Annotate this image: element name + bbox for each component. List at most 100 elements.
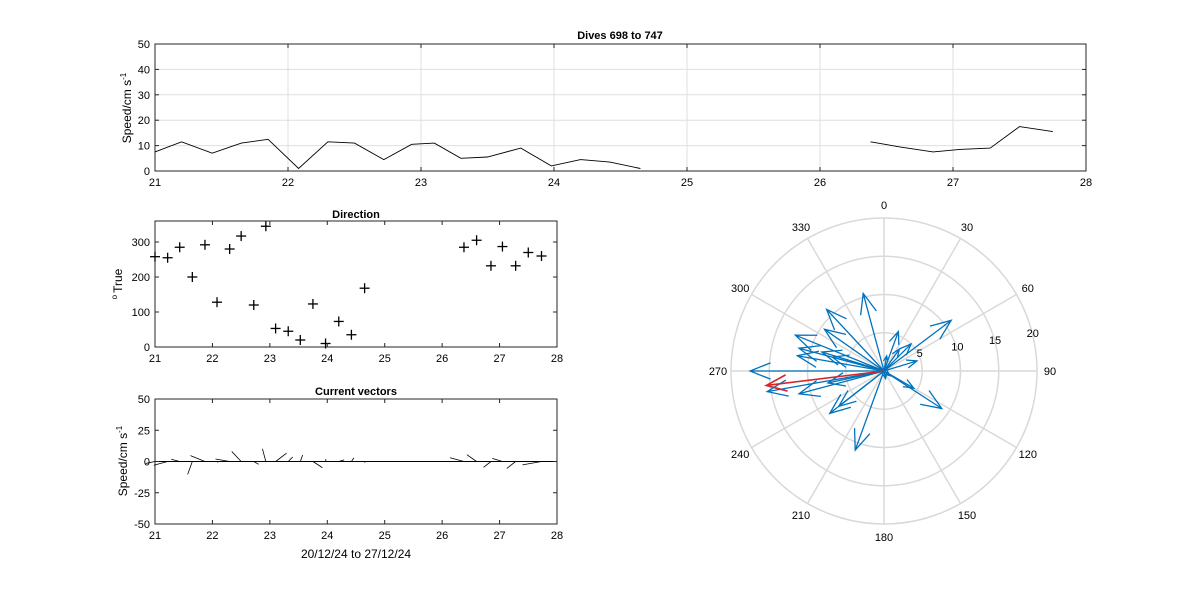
polar-ticks: 0 30 60 90 120 150 180 210 240 270 300 330 5 10 15 20 [709, 200, 1056, 544]
speed-ticks: 21 22 23 24 25 26 27 28 0 10 20 30 40 50 [138, 39, 1092, 189]
direction-point [187, 272, 198, 282]
polar-spoke [806, 370, 885, 504]
polar-arrow [828, 370, 885, 415]
polar-arrow [883, 329, 900, 372]
polar-arrow [883, 370, 944, 410]
polar-angle-label: 60 [1022, 283, 1034, 295]
vector-sticks [145, 448, 557, 475]
direction-point [346, 329, 357, 340]
y-tick-label: 25 [138, 425, 150, 437]
direction-point [471, 235, 482, 246]
polar-angle-label: 150 [958, 510, 976, 522]
direction-point [497, 241, 508, 252]
vector-stick [466, 454, 477, 462]
arrow-shaft [883, 343, 912, 372]
x-tick-label: 28 [1080, 177, 1092, 189]
speed-grid [154, 43, 1087, 172]
polar-arrow [797, 370, 885, 398]
arrow-shaft [883, 355, 888, 372]
polar-arrow [825, 308, 885, 372]
polar-angle-label: 90 [1044, 366, 1056, 378]
polar-arrow [883, 347, 901, 372]
arrow-head [825, 308, 847, 331]
direction-point [359, 283, 370, 294]
x-tick-label: 25 [379, 530, 391, 542]
polar-angle-label: 0 [881, 200, 887, 212]
vectors-chart-title: Current vectors [315, 386, 397, 398]
speed-line [154, 138, 641, 170]
polar-angle-label: 210 [792, 510, 810, 522]
arrow-shaft [798, 370, 885, 395]
vector-stick [275, 452, 287, 462]
arrow-shaft [821, 351, 885, 372]
vector-stick [216, 461, 219, 463]
polar-angle-label: 30 [961, 222, 973, 234]
polar-arrow [748, 362, 884, 380]
y-tick-label: 10 [138, 141, 150, 153]
y-tick-label: 0 [144, 457, 150, 469]
y-tick-label: 0 [144, 342, 150, 354]
arrow-shaft [883, 360, 918, 372]
direction-point [224, 244, 235, 254]
direction-point [248, 300, 259, 310]
vector-stick [449, 457, 465, 462]
vector-stick [171, 458, 180, 462]
arrow-head [888, 329, 900, 345]
direction-ticks: 21 22 23 24 25 26 27 28 0 100 200 300 [132, 221, 563, 365]
polar-angle-label: 240 [731, 449, 749, 461]
speed-timeseries-panel: 21 22 23 24 25 26 27 28 0 10 20 30 40 50 Dives 698 to… [119, 30, 1092, 189]
x-tick-label: 23 [264, 353, 276, 365]
polar-angle-label: 120 [1019, 449, 1037, 461]
arrow-head [881, 372, 888, 381]
direction-point [295, 335, 306, 345]
x-tick-label: 26 [814, 177, 826, 189]
direction-point [174, 242, 185, 253]
arrow-head [859, 291, 877, 316]
y-tick-label: 200 [132, 272, 150, 284]
arrow-head [764, 374, 788, 392]
arrow-head [797, 344, 821, 362]
polar-angle-label: 330 [792, 222, 810, 234]
polar-arrow [859, 291, 885, 372]
x-tick-label: 26 [436, 353, 448, 365]
polar-compass-panel: 0 30 60 90 120 150 180 210 240 270 300 330 5 10 15 20 [709, 200, 1056, 544]
polar-arrow [793, 334, 885, 372]
vector-stick [506, 461, 516, 469]
x-tick-label: 21 [149, 177, 161, 189]
arrow-head [793, 334, 818, 351]
direction-point [270, 323, 281, 334]
arrow-shaft [862, 293, 885, 372]
arrow-head [891, 347, 901, 358]
direction-point [260, 221, 271, 232]
vectors-y-axis-label: Speed/cm s-1 [115, 425, 130, 496]
vector-stick [299, 454, 304, 462]
arrow-shaft [824, 328, 885, 372]
arrow-head [882, 354, 889, 362]
direction-point [199, 239, 210, 250]
y-tick-label: 300 [132, 237, 150, 249]
speed-y-axis-label: Speed/cm s-1 [119, 72, 134, 143]
speed-series [154, 126, 1053, 170]
arrow-head [902, 379, 916, 390]
vector-stick [338, 459, 345, 462]
x-tick-label: 22 [206, 530, 218, 542]
x-tick-label: 23 [415, 177, 427, 189]
speed-chart-title: Dives 698 to 747 [577, 30, 663, 42]
polar-angle-label: 270 [709, 366, 727, 378]
current-vectors-panel: 21 22 23 24 25 26 27 28 -50 -25 0 25 50 Current vect… [115, 386, 563, 561]
polar-arrow [883, 319, 953, 372]
direction-point [307, 298, 318, 309]
arrow-head [899, 342, 913, 356]
polar-angle-label: 180 [875, 532, 893, 544]
polar-arrows [748, 291, 953, 452]
polar-arrow [883, 342, 913, 372]
direction-point [485, 260, 496, 271]
y-tick-label: 50 [138, 394, 150, 406]
direction-point [212, 297, 223, 308]
arrow-shaft [883, 319, 952, 372]
x-tick-label: 25 [681, 177, 693, 189]
x-tick-label: 22 [206, 353, 218, 365]
direction-point [510, 260, 521, 271]
arrow-shaft [883, 331, 900, 372]
